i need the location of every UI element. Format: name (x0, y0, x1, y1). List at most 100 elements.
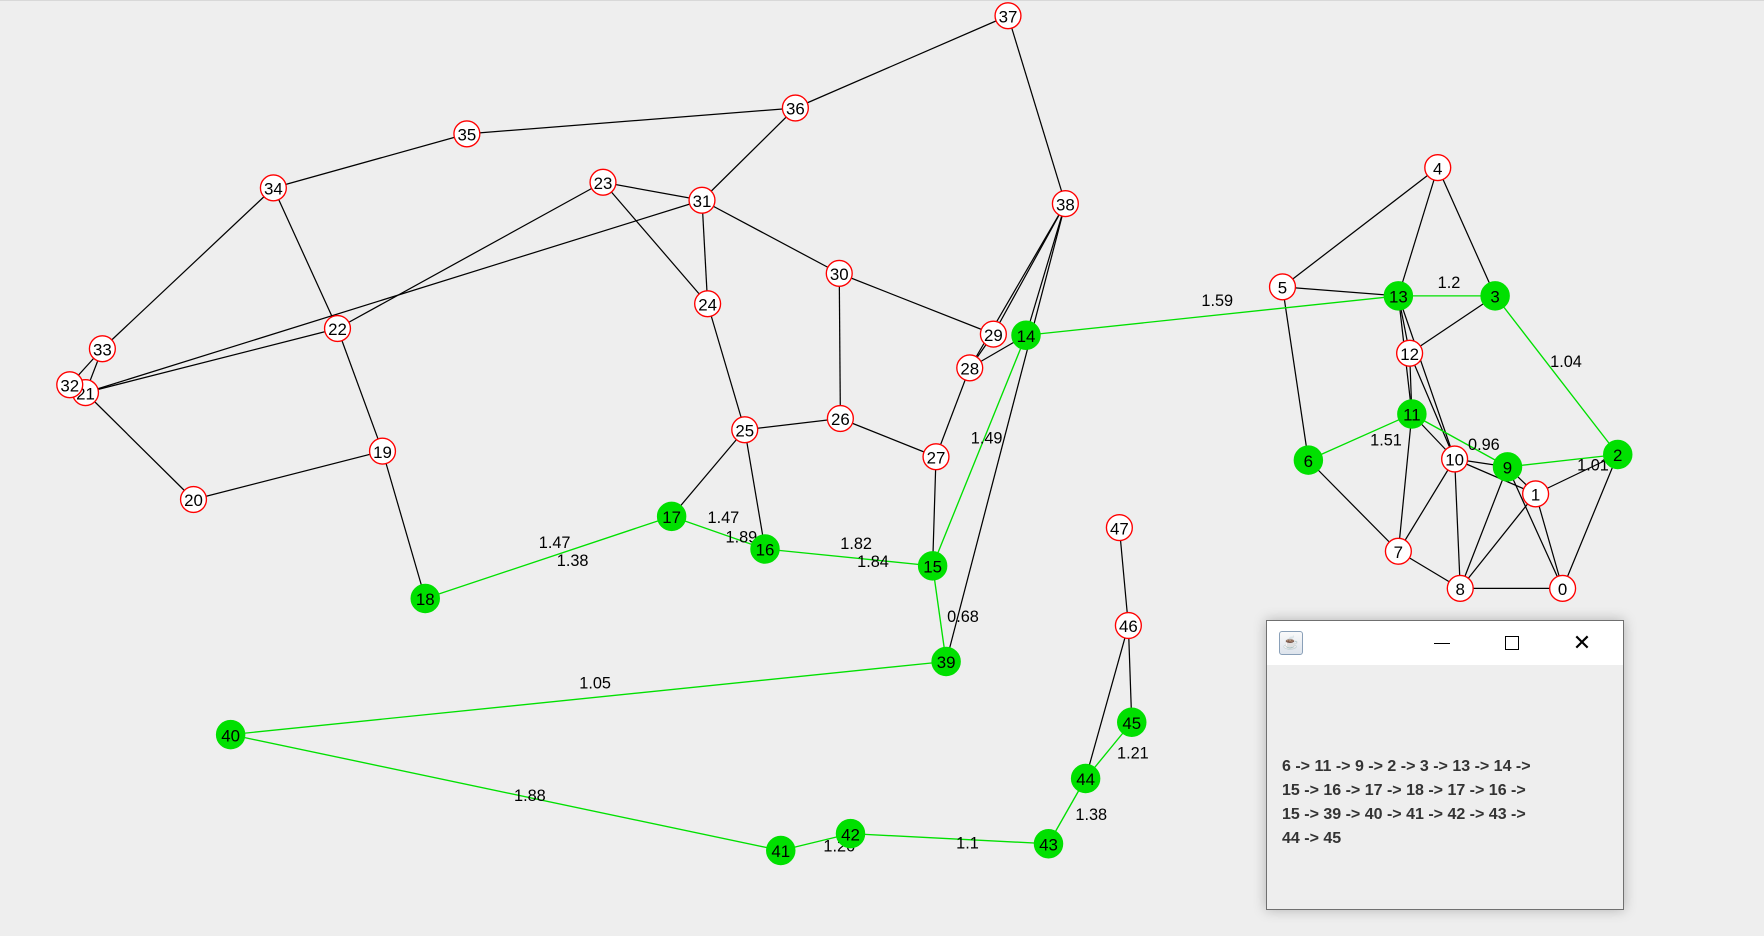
graph-edge (466, 107, 796, 135)
node-label: 5 (1278, 279, 1287, 298)
graph-node[interactable]: 37 (994, 2, 1022, 30)
graph-node[interactable]: 3 (1480, 281, 1510, 311)
graph-node[interactable]: 35 (453, 120, 481, 148)
graph-edge (1282, 167, 1439, 288)
graph-node[interactable]: 20 (179, 485, 208, 514)
node-label: 47 (1110, 519, 1129, 538)
node-label: 29 (984, 326, 1003, 345)
graph-node[interactable]: 16 (750, 534, 780, 564)
graph-edge (701, 199, 840, 274)
graph-edge (1281, 286, 1309, 461)
node-circle (750, 534, 780, 564)
maximize-button[interactable] (1489, 621, 1535, 665)
graph-edge (839, 272, 994, 335)
graph-node[interactable]: 47 (1105, 514, 1133, 542)
graph-node[interactable]: 8 (1446, 574, 1474, 602)
graph-node[interactable]: 29 (979, 320, 1007, 348)
graph-edge (932, 456, 937, 566)
graph-node[interactable]: 17 (656, 501, 687, 532)
graph-node[interactable]: 34 (259, 174, 287, 202)
title-bar[interactable]: ☕ ✕ (1267, 621, 1623, 665)
graph-node[interactable]: 32 (56, 371, 84, 399)
graph-node[interactable]: 2 (1603, 439, 1633, 470)
graph-node[interactable]: 43 (1033, 829, 1064, 859)
graph-node[interactable]: 18 (410, 583, 440, 614)
graph-node[interactable]: 0 (1549, 574, 1577, 602)
graph-node[interactable]: 11 (1397, 399, 1427, 429)
node-label: 32 (60, 376, 79, 395)
graph-node[interactable]: 4 (1424, 154, 1452, 182)
node-label: 30 (830, 265, 849, 284)
node-label: 24 (698, 295, 717, 314)
graph-node[interactable]: 36 (781, 94, 809, 122)
graph-node[interactable]: 28 (956, 354, 984, 382)
graph-edge (193, 450, 383, 501)
node-circle (410, 583, 440, 614)
graph-node[interactable]: 1 (1522, 480, 1550, 508)
graph-edge (1562, 454, 1619, 589)
graph-node[interactable]: 46 (1114, 611, 1142, 640)
node-circle (1492, 452, 1523, 482)
node-circle (1105, 514, 1133, 542)
graph-node[interactable]: 42 (835, 818, 866, 849)
path-edge (1494, 295, 1619, 455)
graph-edge (1506, 466, 1564, 589)
graph-node[interactable]: 15 (917, 551, 948, 581)
graph-node[interactable]: 24 (694, 290, 722, 318)
graph-node[interactable]: 22 (323, 314, 352, 343)
node-label: 3 (1490, 288, 1499, 307)
graph-edge (701, 200, 709, 304)
graph-node[interactable]: 13 (1383, 281, 1414, 311)
graph-edge (602, 181, 709, 305)
node-circle (179, 485, 208, 514)
graph-node[interactable]: 39 (931, 646, 961, 677)
node-circle (88, 335, 116, 363)
node-circle (826, 404, 854, 433)
node-label: 40 (221, 726, 240, 745)
node-label: 35 (457, 126, 476, 145)
graph-node[interactable]: 33 (88, 335, 116, 363)
node-circle (994, 2, 1022, 30)
path-result-window: ☕ ✕ 6 -> 11 -> 9 -> 2 -> 3 -> 13 -> 14 -… (1266, 620, 1624, 910)
java-icon[interactable]: ☕ (1279, 631, 1303, 655)
graph-node[interactable]: 19 (368, 437, 397, 465)
node-label: 38 (1056, 195, 1075, 214)
graph-edge (336, 328, 384, 452)
graph-node[interactable]: 10 (1441, 445, 1469, 473)
graph-node[interactable]: 31 (688, 186, 716, 214)
graph-node[interactable]: 44 (1070, 763, 1101, 794)
graph-node[interactable]: 30 (825, 259, 853, 287)
graph-node[interactable]: 6 (1293, 445, 1324, 475)
graph-edge (1459, 493, 1537, 589)
graph-edge (1454, 458, 1536, 495)
edge-weight-label: 1.05 (579, 675, 611, 693)
graph-edge (1307, 459, 1399, 552)
graph-node[interactable]: 27 (922, 443, 950, 471)
graph-edge (1459, 466, 1509, 589)
graph-node[interactable]: 41 (766, 835, 796, 866)
graph-node[interactable]: 45 (1117, 707, 1147, 737)
edge-weight-label: 1.47 (708, 509, 740, 527)
path-line: 15 -> 16 -> 17 -> 18 -> 17 -> 16 -> (1282, 782, 1526, 799)
node-circle (1603, 439, 1633, 470)
path-line: 6 -> 11 -> 9 -> 2 -> 3 -> 13 -> 14 -> (1282, 758, 1531, 775)
node-label: 1 (1531, 486, 1540, 505)
graph-node[interactable]: 9 (1492, 452, 1523, 482)
graph-node[interactable]: 14 (1011, 320, 1041, 350)
graph-node[interactable]: 7 (1384, 537, 1412, 565)
graph-node[interactable]: 12 (1396, 339, 1424, 367)
node-circle (731, 416, 759, 444)
edge-weight-label: 1.49 (971, 429, 1003, 447)
graph-node[interactable]: 38 (1051, 190, 1079, 218)
graph-node[interactable]: 25 (731, 416, 759, 444)
graph-node[interactable]: 40 (215, 719, 246, 750)
graph-node[interactable]: 23 (589, 168, 617, 196)
minimize-button[interactable] (1419, 621, 1465, 665)
path-edge (230, 660, 947, 736)
close-button[interactable]: ✕ (1559, 621, 1605, 665)
node-circle (453, 120, 481, 148)
graph-node[interactable]: 5 (1268, 273, 1297, 301)
graph-edge (935, 367, 971, 457)
graph-node[interactable]: 26 (826, 404, 854, 433)
graph-edge (1535, 493, 1564, 589)
